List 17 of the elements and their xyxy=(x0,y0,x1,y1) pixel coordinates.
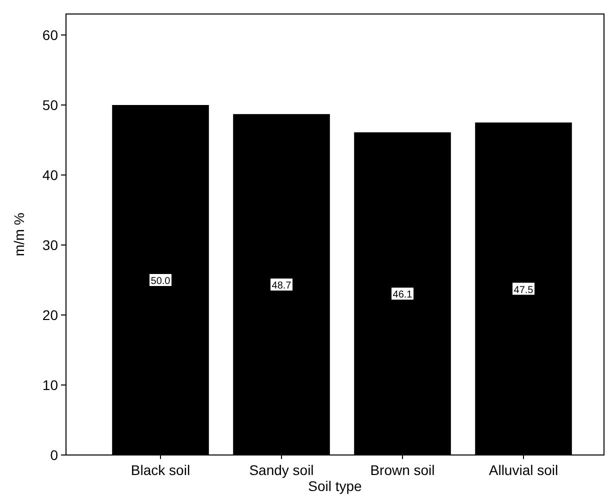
data-label: 46.1 xyxy=(392,290,413,301)
x-tick-label: Sandy soil xyxy=(249,462,314,478)
data-label: 48.7 xyxy=(272,280,292,292)
data-label: 47.5 xyxy=(514,284,534,296)
x-axis-title: Soil type xyxy=(308,478,362,494)
y-tick-label: 50 xyxy=(42,97,58,113)
y-axis-title: m/m % xyxy=(11,212,27,256)
y-tick-label: 20 xyxy=(42,307,58,323)
y-tick-label: 10 xyxy=(42,377,58,393)
x-tick-label: Brown soil xyxy=(370,462,435,478)
y-tick-label: 30 xyxy=(42,237,58,253)
x-tick-label: Alluvial soil xyxy=(488,462,558,478)
x-tick-label: Black soil xyxy=(130,462,190,478)
y-tick-label: 60 xyxy=(42,27,58,43)
data-label: 50.0 xyxy=(150,276,171,287)
y-tick-label: 0 xyxy=(50,447,58,463)
y-tick-label: 40 xyxy=(42,167,58,183)
